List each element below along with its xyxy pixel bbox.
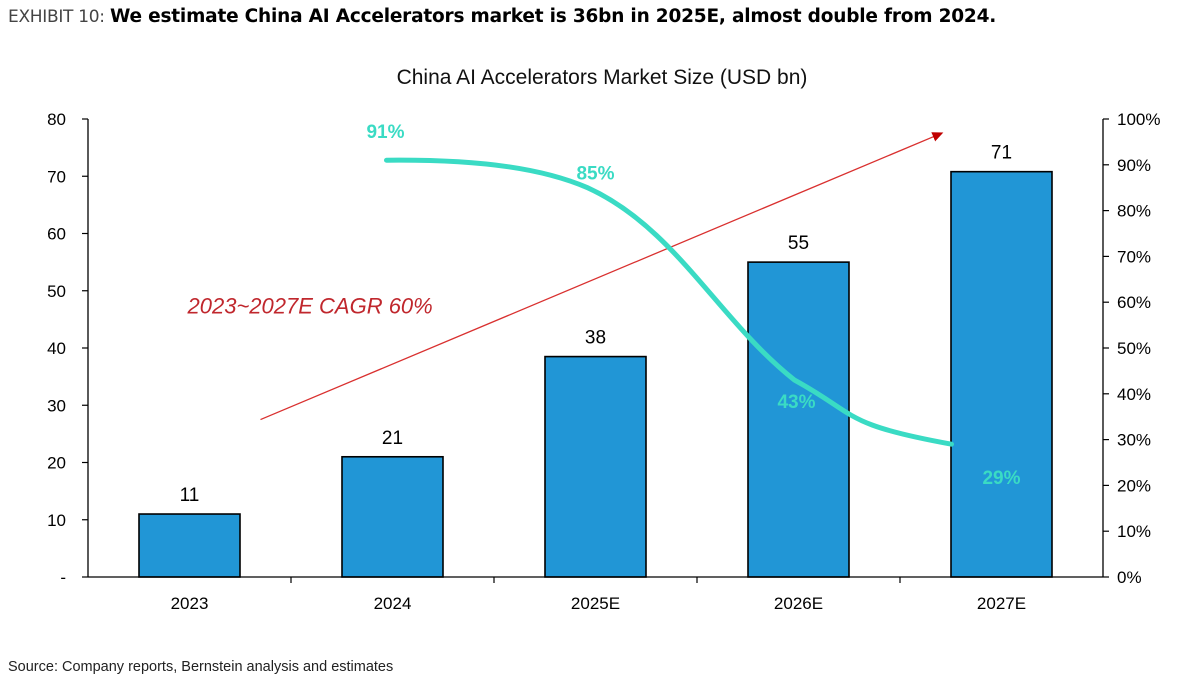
x-tick-label: 2024 bbox=[374, 594, 412, 613]
growth-rate-label: 91% bbox=[366, 122, 404, 143]
y-left-tick-label: 60 bbox=[47, 225, 66, 244]
bar-2027E bbox=[950, 170, 1053, 578]
source-note: Source: Company reports, Bernstein analy… bbox=[8, 659, 394, 675]
cagr-annotation-layer: 2023~2027E CAGR 60% bbox=[187, 132, 944, 421]
y-left-tick-label: - bbox=[60, 568, 66, 587]
y-left-tick-label: 30 bbox=[47, 396, 66, 415]
exhibit-headline: We estimate China AI Accelerators market… bbox=[110, 6, 997, 27]
y-left-tick-label: 20 bbox=[47, 454, 66, 473]
y-right-tick-label: 40% bbox=[1117, 385, 1151, 404]
exhibit-label: EXHIBIT 10: bbox=[8, 7, 105, 27]
growth-line-layer: 91% 85% 43% 29% bbox=[366, 122, 1020, 489]
growth-rate-line bbox=[384, 157, 954, 447]
cagr-arrow bbox=[260, 132, 944, 421]
growth-rate-label: 85% bbox=[576, 164, 614, 185]
y-right-tick-label: 100% bbox=[1117, 110, 1160, 129]
exhibit-title: EXHIBIT 10: We estimate China AI Acceler… bbox=[8, 6, 996, 28]
y-right-tick-label: 20% bbox=[1117, 476, 1151, 495]
y-right-tick-label: 50% bbox=[1117, 339, 1151, 358]
chart-title: China AI Accelerators Market Size (USD b… bbox=[397, 66, 808, 89]
growth-rate-label: 43% bbox=[777, 392, 815, 413]
chart: China AI Accelerators Market Size (USD b… bbox=[47, 66, 1160, 613]
y-right-tick-label: 60% bbox=[1117, 293, 1151, 312]
y-right-tick-label: 10% bbox=[1117, 522, 1151, 541]
x-tick-label: 2025E bbox=[571, 594, 620, 613]
bar-2023 bbox=[138, 513, 241, 578]
y-left-tick-label: 10 bbox=[47, 511, 66, 530]
bar-2024 bbox=[341, 455, 444, 578]
x-tick-label: 2026E bbox=[774, 594, 823, 613]
x-tick-label: 2023 bbox=[171, 594, 209, 613]
bar-value-label: 11 bbox=[180, 485, 200, 506]
y-left-tick-label: 80 bbox=[47, 110, 66, 129]
y-right-tick-label: 30% bbox=[1117, 431, 1151, 450]
y-right-tick-label: 80% bbox=[1117, 202, 1151, 221]
y-left-tick-label: 50 bbox=[47, 282, 66, 301]
growth-rate-label: 29% bbox=[982, 468, 1020, 489]
y-left-tick-label: 40 bbox=[47, 339, 66, 358]
cagr-label: 2023~2027E CAGR 60% bbox=[187, 294, 433, 319]
bar-2026E bbox=[747, 261, 850, 578]
y-right-tick-label: 0% bbox=[1117, 568, 1142, 587]
y-right-tick-label: 70% bbox=[1117, 247, 1151, 266]
bars-layer: 11 21 38 55 71 bbox=[138, 143, 1053, 578]
y-left-tick-label: 70 bbox=[47, 167, 66, 186]
bar-value-label: 38 bbox=[585, 328, 606, 349]
bar-value-label: 55 bbox=[788, 233, 809, 254]
axes-layer: 2023 2024 2025E 2026E 2027E - 10 20 30 40 50 60 70 80… bbox=[47, 110, 1160, 613]
x-tick-label: 2027E bbox=[977, 594, 1026, 613]
y-right-tick-label: 90% bbox=[1117, 156, 1151, 175]
bar-value-label: 71 bbox=[991, 143, 1012, 164]
bar-value-label: 21 bbox=[382, 428, 403, 449]
bar-2025E bbox=[544, 355, 647, 578]
